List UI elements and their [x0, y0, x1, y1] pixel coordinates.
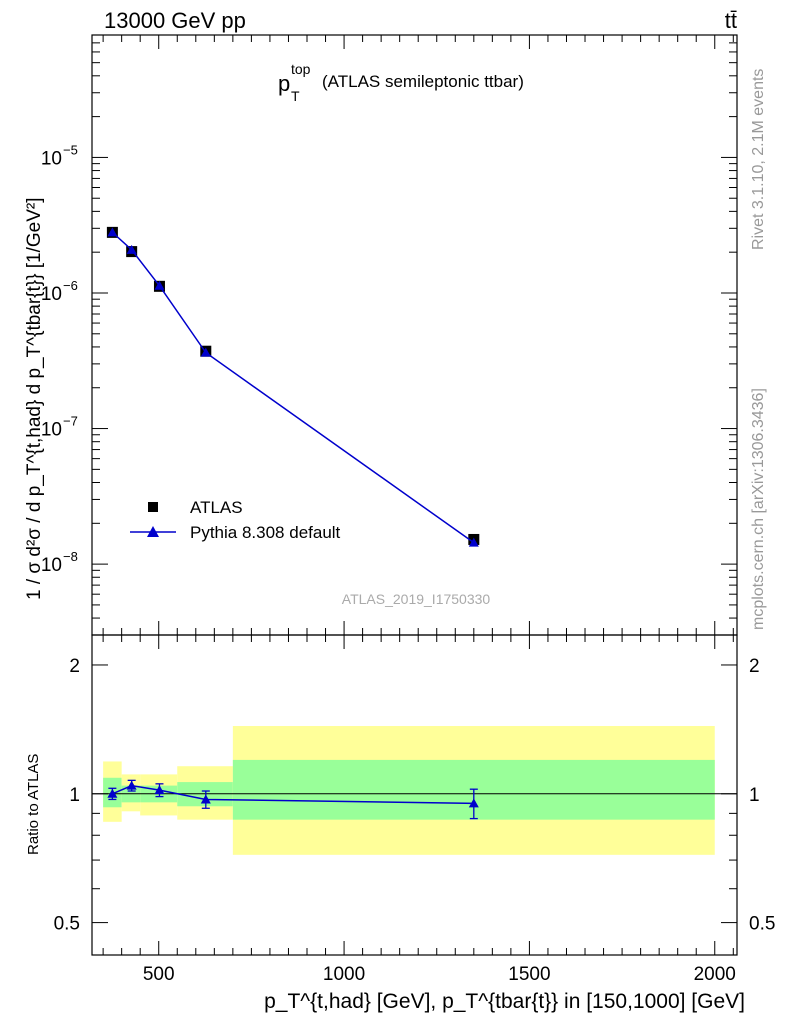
mc-point [200, 347, 211, 357]
x-tick-label: 1500 [508, 964, 550, 985]
main-y-tick-label: 10 [41, 148, 62, 169]
ratio-y-tick-label: 0.5 [54, 914, 80, 935]
legend: ATLAS Pythia 8.308 default [130, 498, 341, 542]
mcplots-label: mcplots.cern.ch [arXiv:1306.3436] [750, 388, 767, 630]
ratio-mc-point [126, 780, 137, 790]
legend-mc-marker [147, 526, 159, 537]
ratio-y-tick-label-right: 0.5 [749, 914, 775, 935]
main-y-tick-label: 10 [41, 284, 62, 305]
analysis-id: ATLAS_2019_I1750330 [342, 591, 491, 607]
ratio-mc-point [107, 788, 118, 798]
ratio-mc-point [200, 794, 211, 804]
plot-title-main: p [278, 71, 290, 96]
main-frame [91, 34, 738, 636]
plot-title: p T top (ATLAS semileptonic ttbar) [278, 61, 524, 104]
plot-title-sup: top [291, 61, 311, 77]
plot-title-rest: (ATLAS semileptonic ttbar) [322, 72, 524, 91]
mc-point [468, 537, 479, 547]
plot-title-sub: T [291, 88, 300, 104]
ratio-panel: 500 1000 1500 2000 0.5 0.5 1 1 2 2 [54, 634, 775, 985]
ratio-y-tick-label: 2 [69, 656, 80, 677]
ratio-y-tick-label: 1 [69, 785, 80, 806]
legend-mc-label: Pythia 8.308 default [190, 523, 341, 542]
x-tick-label: 500 [143, 964, 175, 985]
mc-point [107, 227, 118, 237]
main-y-tick-label: 10 [41, 420, 62, 441]
main-y-tick-exponent: −8 [63, 549, 78, 564]
rivet-label: Rivet 3.1.10, 2.1M events [750, 69, 767, 250]
ratio-y-tick-label-right: 2 [749, 656, 760, 677]
mc-point [154, 280, 165, 290]
ratio-mc-point [154, 785, 165, 795]
x-tick-label: 2000 [694, 964, 736, 985]
main-panel: 10−810−710−610−5 [41, 34, 738, 636]
ratio-frame [91, 634, 738, 956]
mc-line [111, 231, 475, 544]
header-left: 13000 GeV pp [104, 8, 246, 33]
mc-point [126, 244, 137, 254]
ratio-y-tick-label-right: 1 [749, 785, 760, 806]
x-tick-label: 1000 [323, 964, 365, 985]
main-y-tick-label: 10 [41, 555, 62, 576]
header-right: tt̄ [725, 8, 737, 33]
legend-data-marker [148, 502, 158, 512]
main-y-tick-exponent: −7 [63, 414, 78, 429]
main-y-tick-exponent: −6 [63, 278, 78, 293]
xlabel: p_T^{t,had} [GeV], p_T^{tbar{t}} in [150… [264, 990, 745, 1013]
ratio-ylabel: Ratio to ATLAS [25, 754, 42, 855]
main-y-tick-exponent: −5 [63, 142, 78, 157]
main-ylabel: 1 / σ d²σ / d p_T^{t,had} d p_T^{tbar{t}… [24, 197, 45, 600]
ratio-mc-point [468, 798, 479, 808]
legend-data-label: ATLAS [190, 498, 243, 517]
